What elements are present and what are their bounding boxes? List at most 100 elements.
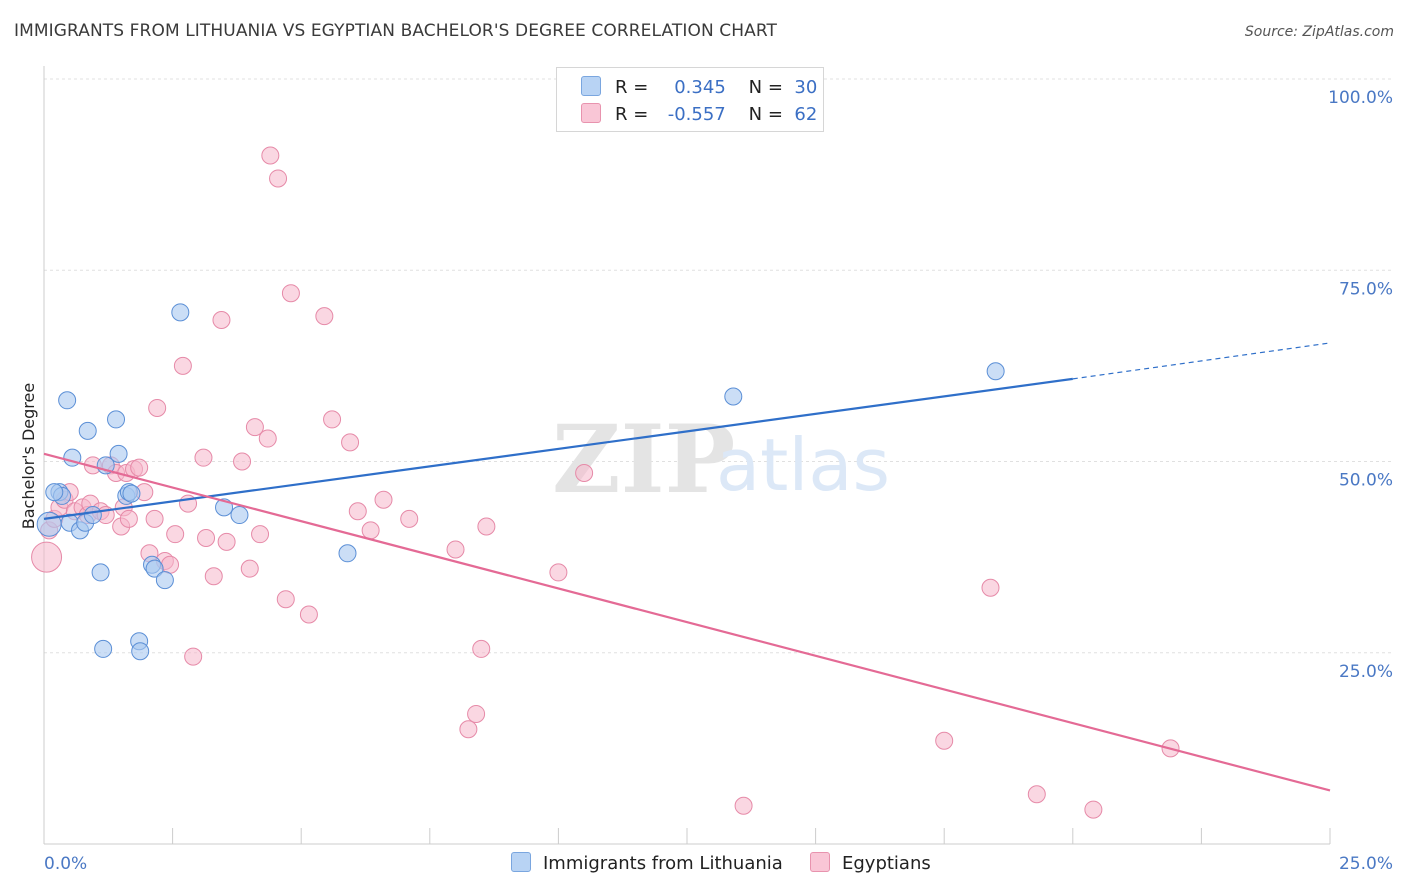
egyptians-point xyxy=(459,720,478,739)
egyptians-point xyxy=(161,555,180,574)
correlation-legend: R = 0.345 N = 30 R = -0.557 N = 62 xyxy=(556,67,824,132)
egyptians-point xyxy=(1084,800,1103,819)
x-tick-label: 25.0% xyxy=(1339,854,1393,874)
watermark: ZIP atlas xyxy=(552,405,890,515)
egyptians-point xyxy=(341,433,360,452)
lithuania-point xyxy=(91,563,110,582)
egyptians-point xyxy=(269,169,288,188)
legend-r-value: -0.557 xyxy=(667,104,726,125)
chart-title: IMMIGRANTS FROM LITHUANIA VS EGYPTIAN BA… xyxy=(14,21,778,41)
legend-n-label: N = xyxy=(748,104,783,125)
egyptians-point xyxy=(184,647,203,666)
egyptians-point xyxy=(251,525,270,544)
legend-r-label: R = xyxy=(615,104,649,125)
lithuania-point xyxy=(109,444,128,463)
lithuania-trend-line xyxy=(43,377,1073,520)
lithuania-point xyxy=(230,506,249,525)
watermark-zip: ZIP xyxy=(552,405,735,515)
lithuania-point xyxy=(122,484,141,503)
lithuania-point xyxy=(94,639,113,658)
legend-n-label: N = xyxy=(748,77,783,98)
egyptians-point xyxy=(31,541,63,573)
series-swatch-pink xyxy=(810,852,830,872)
legend-n-value: 30 xyxy=(794,77,818,98)
lithuania-point xyxy=(131,642,150,661)
egyptians-point xyxy=(166,525,185,544)
egyptians-point xyxy=(217,532,236,551)
watermark-atlas: atlas xyxy=(716,423,890,507)
y-axis-label: Bachelor's Degree xyxy=(19,383,38,529)
egyptians-point xyxy=(1027,785,1046,804)
egyptians-point xyxy=(173,356,192,375)
egyptians-point xyxy=(197,529,216,547)
lithuania-trend-extension xyxy=(1072,342,1331,380)
egyptians-point xyxy=(212,310,231,329)
egyptians-point xyxy=(258,429,277,448)
egyptians-point xyxy=(575,463,594,482)
tick-labels: 25.0% 50.0% 75.0% 100.0% 0.0% 25.0% xyxy=(44,88,1393,874)
egyptians-point xyxy=(935,731,954,750)
egyptians-point xyxy=(981,578,1000,597)
lithuania-point xyxy=(45,483,64,502)
egyptians-point xyxy=(467,704,486,723)
y-tick-label: 75.0% xyxy=(1339,279,1393,299)
x-tick-label: 0.0% xyxy=(44,854,87,874)
egyptians-point xyxy=(323,410,342,429)
lithuania-point xyxy=(986,362,1005,381)
egyptians-point xyxy=(240,559,259,578)
egyptians-point xyxy=(400,509,419,528)
legend-swatch-blue xyxy=(581,76,601,96)
y-tick-label: 25.0% xyxy=(1339,662,1393,682)
series-name-egyptians: Egyptians xyxy=(842,853,931,874)
source-label: Source: ZipAtlas.com xyxy=(1244,24,1394,40)
trend-lines xyxy=(43,342,1331,792)
egyptians-point xyxy=(281,284,300,303)
lithuania-point xyxy=(338,544,357,563)
series-name-lithuania: Immigrants from Lithuania xyxy=(543,853,783,874)
lithuania-point xyxy=(155,571,174,590)
egyptians-point xyxy=(734,796,753,815)
egyptians-point xyxy=(361,521,380,540)
egyptians-point xyxy=(276,590,295,609)
y-tick-label: 50.0% xyxy=(1339,471,1393,491)
egyptians-point xyxy=(477,517,496,536)
egyptians-point xyxy=(130,458,149,477)
series-legend-lithuania[interactable]: Immigrants from Lithuania xyxy=(511,852,783,874)
egyptians-point xyxy=(315,307,334,326)
lithuania-point xyxy=(171,303,190,322)
lithuania-point xyxy=(78,421,97,440)
egyptians-point xyxy=(233,452,252,471)
egyptians-point xyxy=(204,567,223,586)
lithuania-point xyxy=(36,511,62,537)
egyptians-point xyxy=(446,540,465,559)
egyptians-point xyxy=(194,448,213,467)
grid xyxy=(44,78,1392,654)
egyptians-point xyxy=(119,509,138,528)
lithuania-point xyxy=(83,506,102,525)
legend-row-egyptians: R = -0.557 N = 62 xyxy=(581,103,817,127)
lithuania-points xyxy=(36,303,1005,661)
egyptians-trend-line xyxy=(43,452,1331,792)
lithuania-point xyxy=(58,391,77,410)
legend-n-value: 62 xyxy=(794,104,818,125)
legend-r-value: 0.345 xyxy=(674,77,726,98)
legend-swatch-pink xyxy=(581,103,601,123)
egyptians-point xyxy=(299,605,318,624)
lithuania-point xyxy=(724,387,743,406)
lithuania-point xyxy=(107,410,126,429)
axes xyxy=(43,66,1331,845)
egyptians-point xyxy=(348,502,367,521)
legend-row-lithuania: R = 0.345 N = 30 xyxy=(581,76,817,100)
egyptians-point xyxy=(472,639,491,658)
egyptians-point xyxy=(549,563,568,582)
egyptians-point xyxy=(148,398,167,417)
series-swatch-blue xyxy=(511,852,531,872)
series-legend-egyptians[interactable]: Egyptians xyxy=(810,852,931,874)
y-tick-label: 100.0% xyxy=(1328,88,1393,108)
egyptians-point xyxy=(145,509,164,528)
egyptians-point xyxy=(261,146,280,165)
egyptians-point xyxy=(245,418,264,437)
egyptians-point xyxy=(374,490,393,509)
lithuania-point xyxy=(145,559,164,578)
